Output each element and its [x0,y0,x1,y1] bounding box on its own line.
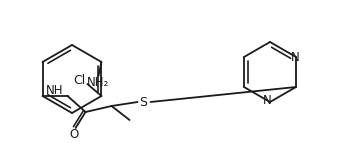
Text: NH: NH [46,85,64,97]
Text: Cl: Cl [73,73,86,86]
Text: NH₂: NH₂ [87,76,110,89]
Text: N: N [290,52,299,64]
Text: S: S [140,95,148,109]
Text: N: N [263,94,271,107]
Text: O: O [69,128,78,142]
